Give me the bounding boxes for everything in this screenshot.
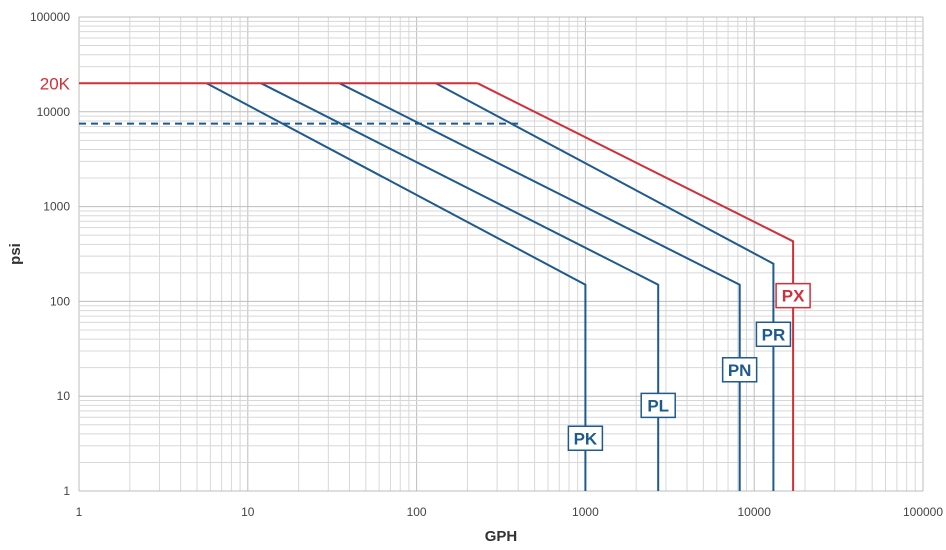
series-label-box	[755, 321, 792, 348]
series-label-text: PX	[782, 287, 805, 306]
series-line-pl	[260, 82, 660, 491]
series-label-pn: PN	[721, 357, 758, 383]
y-tick-label: 1000	[43, 200, 70, 214]
series-label-text: PL	[647, 396, 669, 415]
series-label-box	[640, 392, 676, 419]
series-label-box	[721, 357, 758, 383]
reference-label-20k: 20K	[40, 74, 71, 93]
series-label-px: PX	[775, 282, 811, 309]
series-line-pk	[206, 82, 587, 491]
series-label-pr: PR	[755, 321, 792, 348]
x-tick-label: 10000	[738, 505, 772, 519]
plot-area	[79, 17, 923, 491]
series-line-pn	[339, 82, 741, 491]
x-tick-label: 10	[241, 505, 255, 519]
y-tick-label: 100	[50, 294, 70, 308]
y-tick-labels: 1 10 100 1000 10000 100000	[30, 10, 70, 498]
y-tick-label: 100000	[30, 10, 70, 24]
x-tick-labels: 1 10 100 1000 10000 100000	[76, 505, 944, 519]
reference-line-layer: 20K	[40, 74, 478, 93]
y-axis-title: psi	[7, 243, 24, 265]
series-line-px	[477, 82, 795, 491]
series-label-pl: PL	[640, 392, 676, 419]
y-tick-label: 1	[63, 484, 70, 498]
series-layer	[206, 82, 795, 491]
x-tick-label: 100000	[903, 505, 943, 519]
series-label-layer: PK PL PN PR PX	[567, 282, 811, 452]
x-tick-label: 1	[76, 505, 83, 519]
series-label-pk: PK	[567, 425, 604, 452]
series-line-pr	[435, 82, 775, 491]
y-tick-label: 10000	[37, 105, 71, 119]
series-label-text: PK	[574, 429, 598, 448]
x-tick-label: 1000	[572, 505, 599, 519]
y-tick-label: 10	[57, 389, 71, 403]
series-label-box	[567, 425, 604, 452]
grid-lines	[78, 16, 924, 492]
series-label-text: PR	[762, 325, 786, 344]
x-tick-label: 100	[407, 505, 427, 519]
series-label-text: PN	[728, 361, 752, 380]
x-axis-title: GPH	[485, 528, 518, 545]
series-label-box	[775, 282, 811, 309]
